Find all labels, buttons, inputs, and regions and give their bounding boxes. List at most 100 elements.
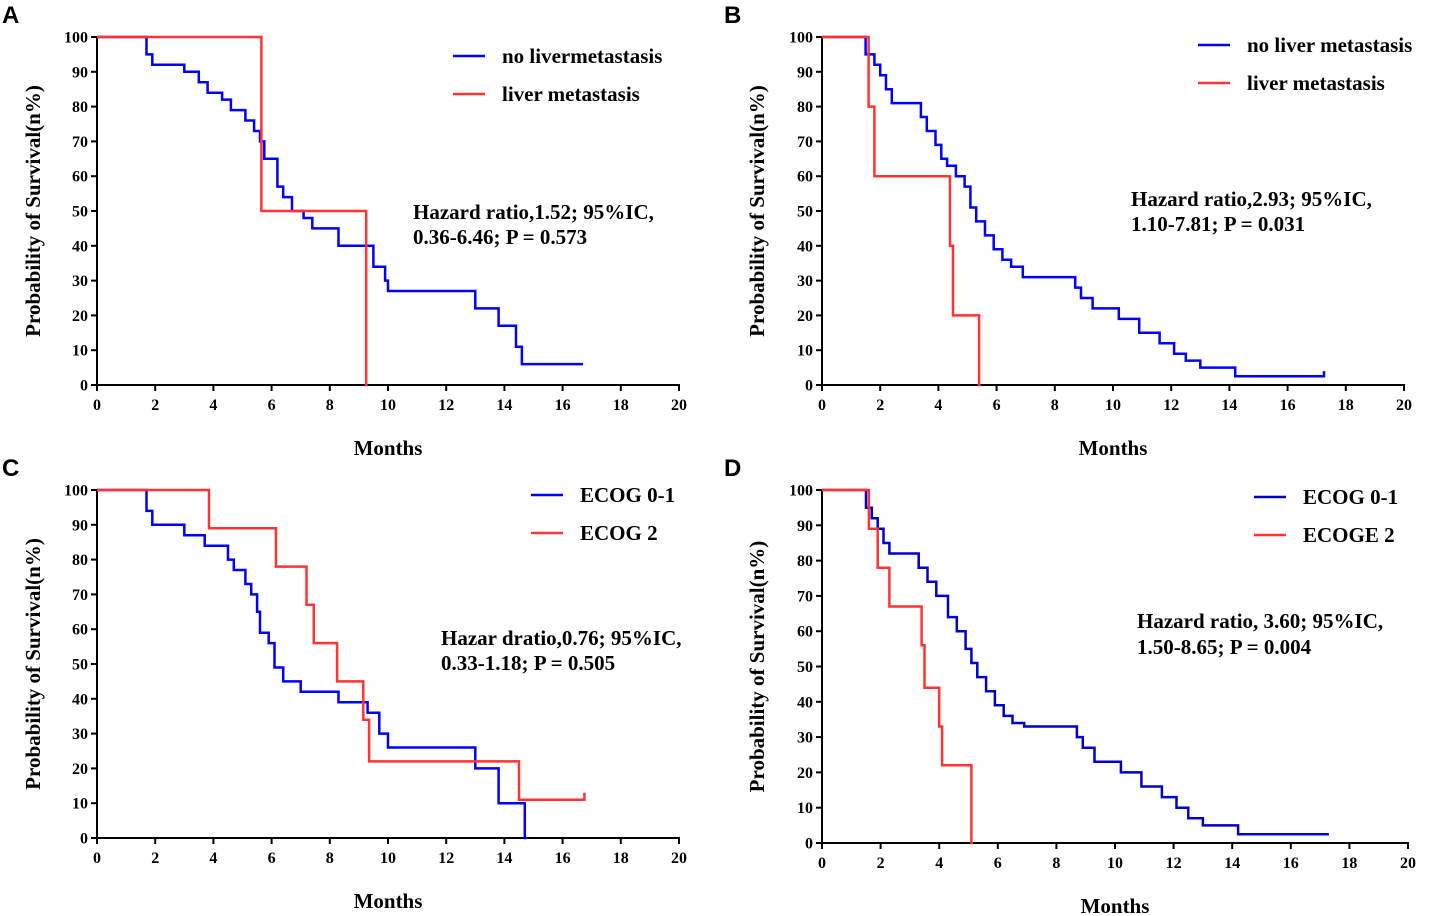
y-tick-label: 10 <box>797 343 813 360</box>
y-tick-label: 80 <box>797 99 813 116</box>
survival-curve-series-2 <box>822 488 973 845</box>
x-tick-label: 4 <box>209 850 217 867</box>
y-tick-label: 40 <box>797 238 813 255</box>
x-tick-label: 2 <box>877 855 885 872</box>
legend-label: liver metastasis <box>502 82 640 106</box>
x-tick-label: 8 <box>326 397 334 414</box>
y-tick-label: 10 <box>797 800 813 817</box>
x-tick-label: 4 <box>935 855 943 872</box>
x-tick-label: 14 <box>1221 397 1237 414</box>
x-tick-label: 8 <box>1052 855 1060 872</box>
panel-letter: B <box>724 2 741 29</box>
x-axis-title: Months <box>354 889 423 913</box>
x-tick-label: 12 <box>1163 397 1179 414</box>
y-tick-label: 50 <box>797 204 813 221</box>
x-tick-label: 16 <box>555 397 571 414</box>
y-tick-label: 90 <box>72 64 88 81</box>
y-tick-label: 20 <box>72 308 88 325</box>
x-tick-label: 2 <box>151 850 159 867</box>
x-tick-label: 10 <box>380 850 396 867</box>
x-tick-label: 6 <box>268 397 276 414</box>
hazard-ratio-annotation: 1.50-8.65; P = 0.004 <box>1137 635 1312 659</box>
legend-label: ECOGE 2 <box>1303 523 1395 547</box>
y-tick-label: 100 <box>789 483 813 500</box>
x-tick-label: 0 <box>93 850 101 867</box>
x-tick-label: 10 <box>1107 855 1123 872</box>
y-tick-label: 40 <box>72 238 88 255</box>
x-tick-label: 14 <box>496 850 512 867</box>
y-tick-label: 30 <box>72 726 88 743</box>
hazard-ratio-annotation: Hazard ratio,2.93; 95%IC, <box>1131 187 1372 211</box>
x-tick-label: 14 <box>496 397 512 414</box>
y-tick-label: 100 <box>789 30 813 47</box>
y-tick-label: 50 <box>797 659 813 676</box>
y-tick-label: 90 <box>797 64 813 81</box>
x-tick-label: 18 <box>613 397 629 414</box>
y-axis-title: Probability of Survival(n%) <box>21 538 45 790</box>
hazard-ratio-annotation: Hazard ratio,1.52; 95%IC, <box>413 200 654 224</box>
y-tick-label: 50 <box>72 204 88 221</box>
x-tick-label: 8 <box>326 850 334 867</box>
x-tick-label: 16 <box>555 850 571 867</box>
y-tick-label: 20 <box>72 761 88 778</box>
y-tick-label: 20 <box>797 765 813 782</box>
x-tick-label: 12 <box>438 397 454 414</box>
y-tick-label: 20 <box>797 308 813 325</box>
y-tick-label: 60 <box>72 622 88 639</box>
x-tick-label: 20 <box>671 850 687 867</box>
y-tick-label: 100 <box>64 30 88 47</box>
x-tick-label: 4 <box>209 397 217 414</box>
legend-label: ECOG 0-1 <box>580 483 675 507</box>
x-axis-title: Months <box>1079 436 1148 460</box>
panel-letter: D <box>724 455 741 482</box>
y-tick-label: 0 <box>80 831 88 848</box>
y-tick-label: 90 <box>72 517 88 534</box>
y-tick-label: 90 <box>797 518 813 535</box>
survival-curve-series-1 <box>822 35 1326 378</box>
y-tick-label: 60 <box>797 624 813 641</box>
y-tick-label: 10 <box>72 343 88 360</box>
y-tick-label: 70 <box>72 134 88 151</box>
legend-label: ECOG 0-1 <box>1303 485 1398 509</box>
x-tick-label: 12 <box>1166 855 1182 872</box>
y-tick-label: 0 <box>805 836 813 853</box>
survival-curve-series-1 <box>97 488 527 840</box>
x-tick-label: 18 <box>1338 397 1354 414</box>
hazard-ratio-annotation: 0.36-6.46; P = 0.573 <box>413 225 587 249</box>
x-tick-label: 4 <box>934 397 942 414</box>
y-tick-label: 0 <box>80 378 88 395</box>
x-tick-label: 8 <box>1051 397 1059 414</box>
hazard-ratio-annotation: Hazar dratio,0.76; 95%IC, <box>441 626 682 650</box>
x-tick-label: 6 <box>993 397 1001 414</box>
x-tick-label: 0 <box>818 855 826 872</box>
survival-curve-series-2 <box>97 35 368 387</box>
legend-label: ECOG 2 <box>580 521 658 545</box>
x-tick-label: 10 <box>380 397 396 414</box>
survival-curve-series-2 <box>822 35 981 387</box>
x-tick-label: 6 <box>268 850 276 867</box>
legend-label: no livermetastasis <box>502 44 662 68</box>
y-axis-title: Probability of Survival(n%) <box>21 85 45 337</box>
y-axis-title: Probability of Survival(n%) <box>745 85 769 337</box>
x-tick-label: 18 <box>1341 855 1357 872</box>
y-tick-label: 80 <box>72 99 88 116</box>
x-tick-label: 0 <box>818 397 826 414</box>
y-tick-label: 80 <box>797 553 813 570</box>
y-tick-label: 80 <box>72 552 88 569</box>
hazard-ratio-annotation: 0.33-1.18; P = 0.505 <box>441 651 615 675</box>
x-axis-title: Months <box>1081 894 1150 916</box>
x-axis-title: Months <box>354 436 423 460</box>
x-tick-label: 16 <box>1280 397 1296 414</box>
y-tick-label: 70 <box>72 587 88 604</box>
x-tick-label: 14 <box>1224 855 1240 872</box>
y-tick-label: 60 <box>72 169 88 186</box>
panel-d: D 0 10 20 30 40 50 60 70 80 90 100 0 2 4 6 8 10 12 14 16 18 20… <box>724 455 1416 916</box>
survival-curve-series-2 <box>97 488 586 801</box>
y-tick-label: 40 <box>72 691 88 708</box>
y-tick-label: 10 <box>72 796 88 813</box>
legend-label: no liver metastasis <box>1247 33 1412 57</box>
y-tick-label: 40 <box>797 694 813 711</box>
hazard-ratio-annotation: Hazard ratio, 3.60; 95%IC, <box>1137 609 1383 633</box>
